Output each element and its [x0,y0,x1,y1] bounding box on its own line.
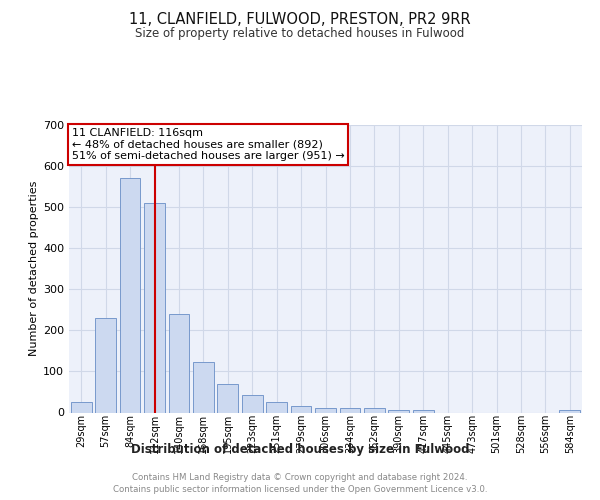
Bar [144,203,165,412]
Bar [413,410,434,412]
Bar [242,395,263,412]
Text: Distribution of detached houses by size in Fulwood: Distribution of detached houses by size … [131,442,469,456]
Y-axis label: Number of detached properties: Number of detached properties [29,181,39,356]
Text: Contains HM Land Registry data © Crown copyright and database right 2024.: Contains HM Land Registry data © Crown c… [132,472,468,482]
Text: 11, CLANFIELD, FULWOOD, PRESTON, PR2 9RR: 11, CLANFIELD, FULWOOD, PRESTON, PR2 9RR [129,12,471,28]
Text: 11 CLANFIELD: 116sqm
← 48% of detached houses are smaller (892)
51% of semi-deta: 11 CLANFIELD: 116sqm ← 48% of detached h… [71,128,344,161]
Bar [266,402,287,412]
Bar [193,362,214,412]
Text: Size of property relative to detached houses in Fulwood: Size of property relative to detached ho… [136,28,464,40]
Bar [364,408,385,412]
Bar [315,408,336,412]
Bar [340,408,361,412]
Bar [217,384,238,412]
Bar [71,402,92,412]
Bar [119,178,140,412]
Text: Contains public sector information licensed under the Open Government Licence v3: Contains public sector information licen… [113,485,487,494]
Bar [559,410,580,412]
Bar [388,410,409,412]
Bar [169,314,190,412]
Bar [290,406,311,412]
Bar [95,318,116,412]
